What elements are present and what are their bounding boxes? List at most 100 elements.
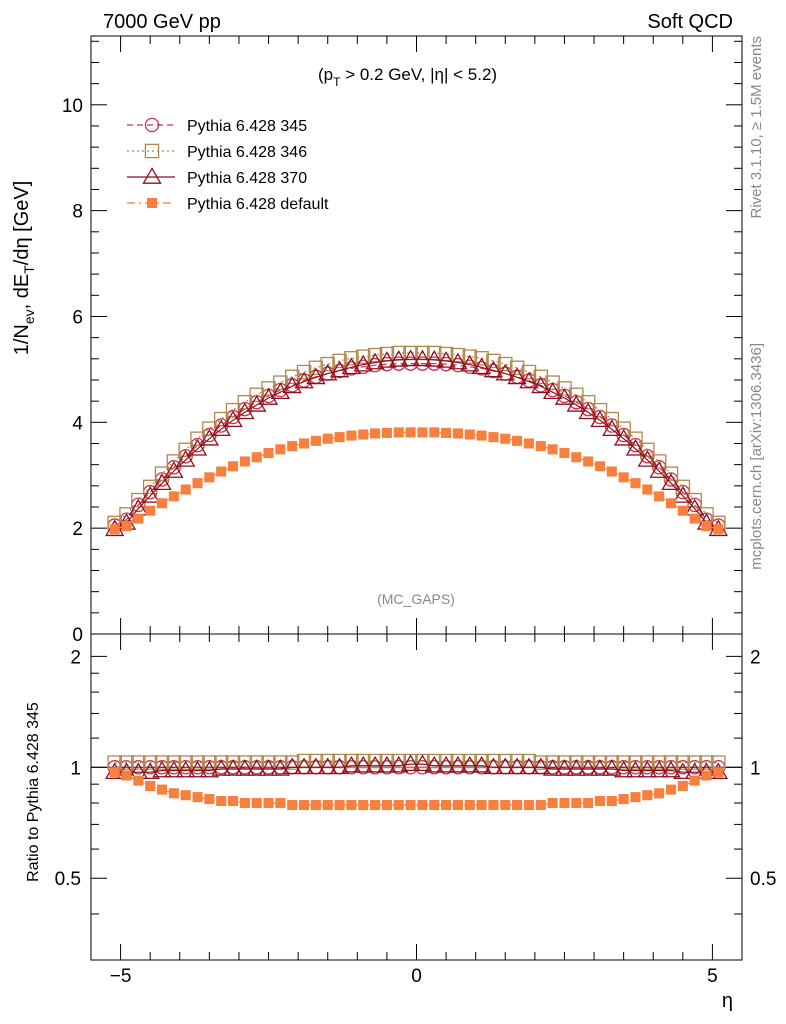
main-y-axis-label: 1/Nev, dET/dη [GeV] xyxy=(11,181,37,356)
data-point xyxy=(583,456,594,467)
source-label: mcplots.cern.ch [arXiv:1306.3436] xyxy=(748,343,765,570)
data-point xyxy=(594,461,606,472)
data-point xyxy=(310,799,321,811)
data-point xyxy=(474,753,489,769)
data-point xyxy=(452,428,463,439)
data-point xyxy=(483,360,504,378)
main-y-tick-label: 8 xyxy=(72,202,83,223)
data-point xyxy=(571,452,582,463)
data-point xyxy=(275,797,286,809)
data-point xyxy=(613,760,634,778)
legend-entry: Pythia 6.428 346 xyxy=(127,143,307,161)
data-point xyxy=(393,427,404,438)
ratio-series-layer xyxy=(104,753,729,811)
data-point xyxy=(365,755,385,773)
data-point xyxy=(554,759,575,776)
series-line xyxy=(114,358,719,530)
data-point xyxy=(417,427,428,438)
data-point xyxy=(140,762,160,780)
data-point xyxy=(606,795,617,807)
data-point xyxy=(180,790,191,801)
data-point xyxy=(450,347,466,363)
data-point xyxy=(687,755,702,770)
main-series-pythia-6-428-346 xyxy=(107,345,726,531)
data-point xyxy=(554,388,575,405)
data-point xyxy=(654,788,665,799)
data-point xyxy=(523,438,534,449)
data-point xyxy=(216,795,227,807)
data-point xyxy=(701,521,712,532)
data-point xyxy=(178,755,193,770)
data-point xyxy=(500,799,511,811)
main-y-tick-label: 4 xyxy=(72,413,83,434)
data-point xyxy=(299,438,310,449)
data-point xyxy=(213,411,229,427)
data-point xyxy=(637,760,657,778)
data-point xyxy=(547,444,558,455)
data-point xyxy=(566,759,586,776)
main-y-tick-labels: 0 2 4 6 8 10 xyxy=(62,96,84,646)
legend-label: Pythia 6.428 370 xyxy=(187,170,307,187)
data-point xyxy=(545,375,560,390)
data-point xyxy=(630,478,641,489)
data-point xyxy=(341,357,362,375)
data-point xyxy=(415,356,430,371)
data-point xyxy=(381,427,392,438)
data-point xyxy=(239,797,250,809)
data-point xyxy=(341,755,362,773)
data-point xyxy=(594,795,606,807)
data-point xyxy=(519,757,539,775)
data-point xyxy=(628,755,643,770)
data-point xyxy=(225,402,241,418)
data-point xyxy=(284,369,300,385)
ratio-y-tick-label-left: 0.5 xyxy=(55,869,81,890)
data-point xyxy=(602,759,622,776)
data-point xyxy=(590,759,610,776)
data-point xyxy=(436,755,456,773)
data-point xyxy=(661,760,681,778)
data-point xyxy=(329,757,350,775)
data-point xyxy=(121,521,132,532)
data-point xyxy=(651,755,667,770)
legend-entry: Pythia 6.428 370 xyxy=(127,167,307,187)
data-point xyxy=(523,799,534,811)
data-point xyxy=(131,492,146,508)
data-point xyxy=(164,760,184,778)
data-point xyxy=(202,755,217,770)
main-y-tick-label: 2 xyxy=(72,519,83,540)
data-point xyxy=(164,461,184,478)
data-point xyxy=(495,363,515,381)
data-point xyxy=(263,797,274,809)
ratio-series-pythia-6-428-default xyxy=(109,767,724,811)
data-point xyxy=(583,797,594,809)
data-point xyxy=(154,466,170,481)
data-point xyxy=(412,754,433,771)
data-point xyxy=(119,755,134,770)
data-point xyxy=(235,759,255,776)
data-point xyxy=(146,197,158,209)
ratio-y-tick-labels: 0.5 0.5 1 1 2 2 xyxy=(55,647,777,890)
x-tick-label: 5 xyxy=(707,966,718,987)
data-point xyxy=(689,513,700,524)
data-point xyxy=(152,473,172,491)
data-point xyxy=(509,360,525,376)
data-point xyxy=(237,394,253,410)
data-point xyxy=(462,753,478,769)
data-point xyxy=(344,351,359,366)
data-point xyxy=(393,799,404,811)
series-line xyxy=(114,431,719,530)
data-point xyxy=(204,794,215,805)
data-point xyxy=(471,357,492,375)
data-point xyxy=(322,433,333,444)
data-point xyxy=(284,755,300,770)
data-point xyxy=(156,498,168,509)
data-point xyxy=(358,429,369,440)
data-point xyxy=(450,753,466,769)
data-point xyxy=(261,381,276,396)
data-point xyxy=(275,444,286,455)
data-point xyxy=(273,375,288,390)
header-left: 7000 GeV pp xyxy=(103,11,221,33)
data-point xyxy=(483,757,504,775)
data-point xyxy=(521,364,537,380)
data-point xyxy=(535,441,546,452)
